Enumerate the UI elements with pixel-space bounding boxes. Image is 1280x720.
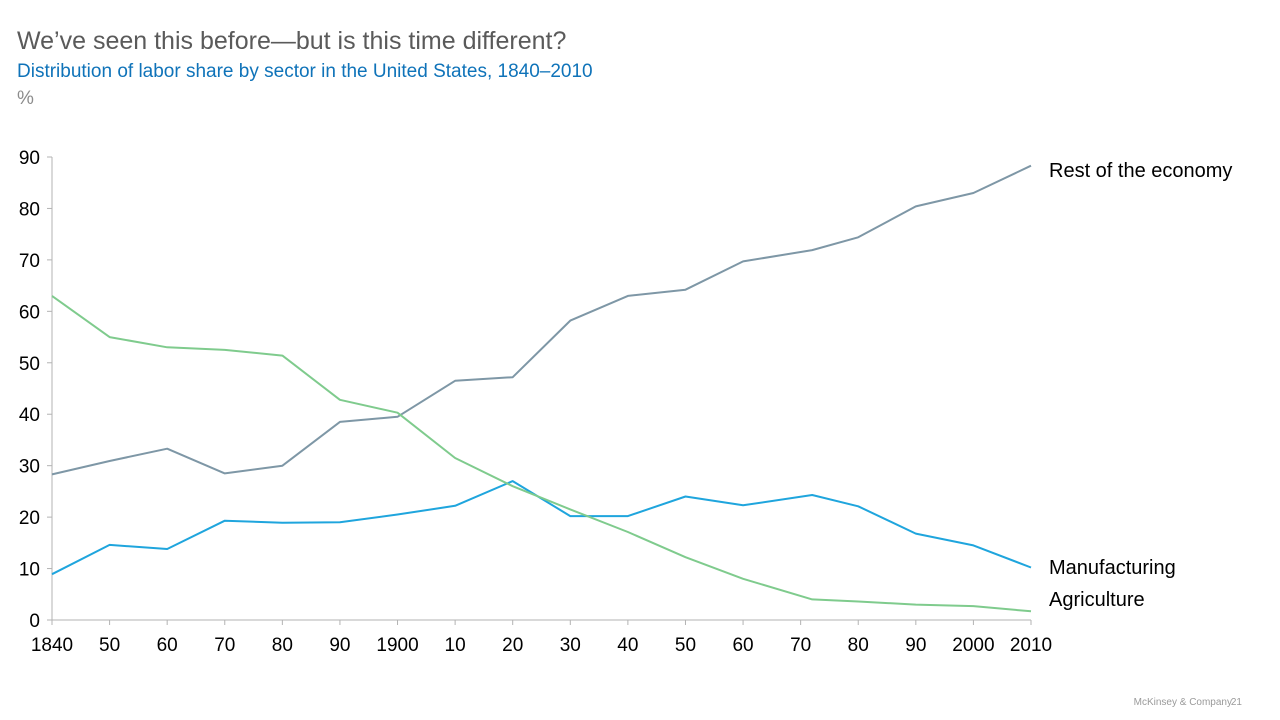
series-line-rest-of-the-economy: [51, 164, 1032, 476]
x-tick-label: 80: [272, 635, 293, 656]
y-tick-label: 60: [19, 302, 40, 323]
x-tick-label: 50: [675, 635, 696, 656]
x-tick-label: 90: [329, 635, 350, 656]
x-tick-label: 1840: [31, 635, 73, 656]
y-tick-label: 0: [29, 611, 40, 632]
page-title: We’ve seen this before—but is this time …: [17, 27, 567, 55]
chart-series: [51, 164, 1032, 613]
y-tick-label: 80: [19, 199, 40, 220]
series-label-manufacturing: Manufacturing: [1049, 557, 1176, 579]
series-line-agriculture: [51, 295, 1032, 613]
x-tick-label: 10: [445, 635, 466, 656]
y-tick-label: 20: [19, 508, 40, 529]
series-label-agriculture: Agriculture: [1049, 589, 1145, 611]
x-tick-label: 30: [560, 635, 581, 656]
x-tick-label: 70: [214, 635, 235, 656]
y-tick-label: 30: [19, 457, 40, 478]
y-tick-label: 50: [19, 354, 40, 375]
x-tick-label: 60: [157, 635, 178, 656]
y-tick-label: 40: [19, 405, 40, 426]
chart-subtitle: Distribution of labor share by sector in…: [17, 61, 593, 82]
x-tick-label: 90: [905, 635, 926, 656]
series-label-rest-of-the-economy: Rest of the economy: [1049, 160, 1232, 182]
y-tick-label: 90: [19, 148, 40, 169]
y-tick-label: 10: [19, 560, 40, 581]
series-labels: Rest of the economy Manufacturing Agricult…: [1049, 160, 1232, 611]
x-tick-label: 2010: [1010, 635, 1052, 656]
unit-label: %: [17, 88, 34, 109]
x-tick-label: 60: [732, 635, 753, 656]
x-tick-label: 80: [848, 635, 869, 656]
x-tick-label: 50: [99, 635, 120, 656]
footer-brand: McKinsey & Company: [1133, 697, 1232, 708]
page-number: 21: [1230, 697, 1242, 708]
chart-axes: 0 10 20 30 40 50 60 70 80 90 1840 50 60 70 80 90 1900 10 2…: [19, 148, 1052, 656]
x-tick-label: 2000: [952, 635, 994, 656]
x-tick-label: 40: [617, 635, 638, 656]
x-tick-label: 70: [790, 635, 811, 656]
y-tick-label: 70: [19, 251, 40, 272]
x-tick-label: 1900: [376, 635, 418, 656]
x-tick-label: 20: [502, 635, 523, 656]
series-line-manufacturing: [51, 480, 1032, 576]
